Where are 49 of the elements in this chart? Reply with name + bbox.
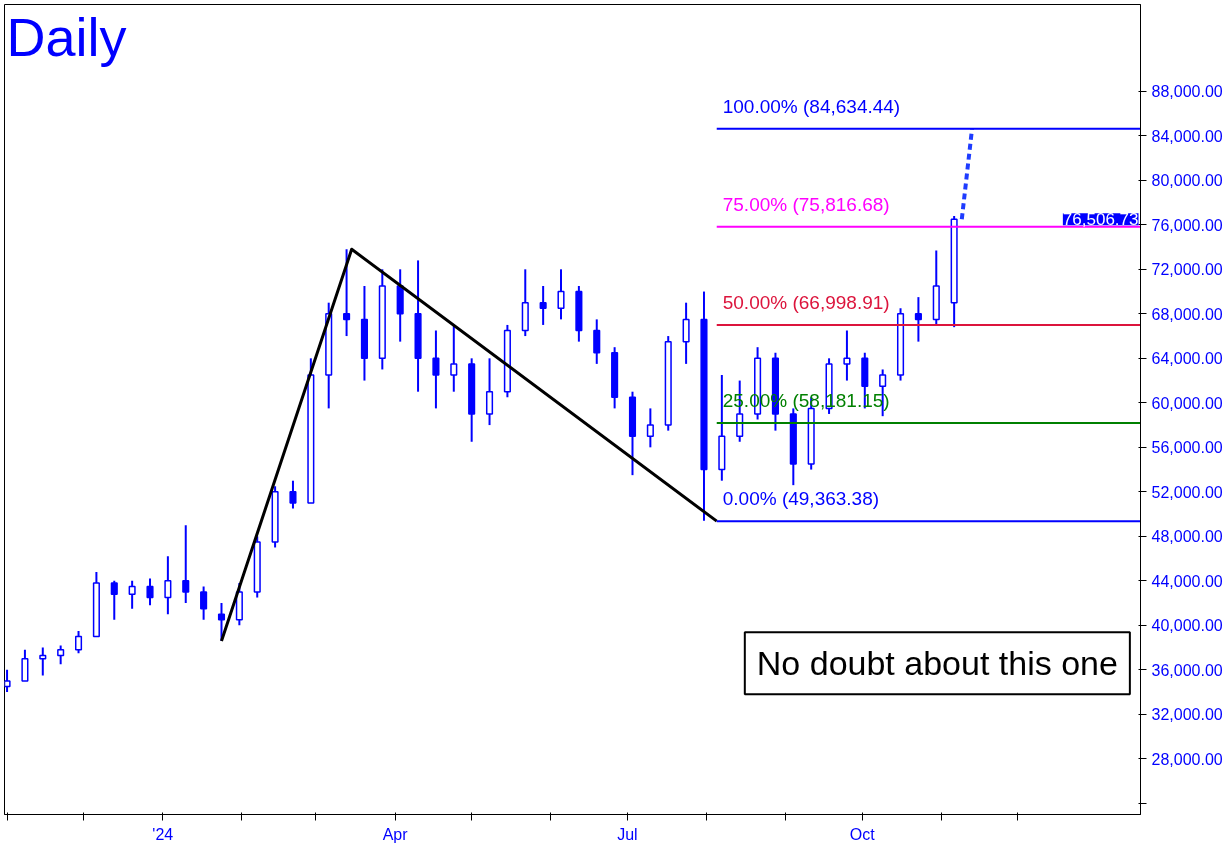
- candlestick: [343, 248, 351, 338]
- candlestick: [21, 648, 29, 682]
- candlestick: [843, 329, 851, 382]
- y-tick-label: 48,000.00: [1151, 528, 1223, 546]
- candlestick: [128, 579, 136, 610]
- candlestick: [182, 524, 190, 605]
- candlestick: [593, 318, 601, 365]
- candlestick: [485, 357, 494, 427]
- ref-line-label: 0.00% (49,363.38): [722, 488, 880, 510]
- y-tick-label: 60,000.00: [1151, 394, 1223, 412]
- y-tick-label: 40,000.00: [1151, 617, 1223, 635]
- candlestick: [289, 479, 297, 510]
- candlestick: [164, 555, 172, 616]
- y-tick-label: 68,000.00: [1151, 305, 1223, 323]
- x-tick-label: '24: [152, 825, 174, 843]
- x-tick-label: Jul: [617, 825, 638, 843]
- annotation: 76,506.73: [1062, 210, 1139, 230]
- candlestick: [557, 268, 565, 321]
- candlestick: [74, 629, 83, 655]
- x-tick-label: Oct: [849, 825, 876, 843]
- candlestick: [682, 301, 690, 365]
- ref-line-label: 100.00% (84,634.44): [722, 95, 901, 117]
- candlestick: [146, 577, 154, 607]
- candlestick: [914, 296, 922, 343]
- y-tick-label: 84,000.00: [1151, 127, 1223, 145]
- candlestick: [217, 602, 226, 642]
- y-tick-label: 52,000.00: [1151, 483, 1223, 501]
- annotation: No doubt about this one: [756, 644, 1118, 683]
- y-tick-label: 72,000.00: [1151, 261, 1223, 279]
- y-tick-label: 80,000.00: [1151, 172, 1223, 190]
- candlestick: [539, 285, 547, 326]
- y-tick-label: 36,000.00: [1151, 661, 1223, 679]
- y-tick-label: 64,000.00: [1151, 350, 1223, 368]
- candlestick: [110, 579, 118, 621]
- chart-title: Daily: [6, 6, 127, 67]
- y-tick-label: 88,000.00: [1151, 83, 1223, 101]
- y-tick-label: 44,000.00: [1151, 572, 1223, 590]
- ref-line-label: 50.00% (66,998.91): [722, 291, 890, 313]
- x-tick-label: Apr: [382, 825, 409, 843]
- ref-line-label: 75.00% (75,816.68): [722, 193, 890, 215]
- y-tick-label: 76,000.00: [1151, 216, 1223, 234]
- candlestick: [4, 668, 11, 694]
- y-tick-label: 32,000.00: [1151, 706, 1223, 724]
- y-tick-label: 28,000.00: [1151, 750, 1223, 768]
- candlestick: [432, 329, 440, 410]
- y-tick-label: 56,000.00: [1151, 439, 1223, 457]
- candlestick: [646, 407, 654, 449]
- candlestick: [200, 585, 208, 621]
- candlestick: [57, 644, 65, 666]
